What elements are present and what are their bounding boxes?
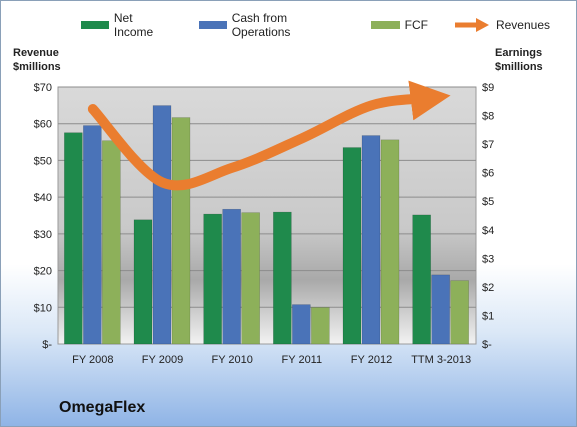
legend: Net Income Cash from Operations FCF Reve… bbox=[81, 11, 576, 39]
left-tick-label: $20 bbox=[34, 266, 52, 278]
right-tick-label: $9 bbox=[482, 82, 494, 94]
x-tick-label: FY 2011 bbox=[282, 354, 323, 366]
bar-net-income bbox=[203, 213, 222, 345]
right-tick-label: $6 bbox=[482, 168, 494, 180]
x-tick-label: FY 2009 bbox=[142, 354, 183, 366]
legend-label: Revenues bbox=[495, 18, 550, 32]
left-tick-label: $40 bbox=[34, 192, 52, 204]
legend-label: FCF bbox=[404, 18, 428, 32]
bar-fcf bbox=[311, 307, 330, 345]
company-name: OmegaFlex bbox=[59, 399, 146, 416]
legend-swatch-cash-from-operations bbox=[198, 21, 227, 29]
legend-arrow-icon bbox=[454, 18, 489, 32]
legend-item-revenues: Revenues bbox=[454, 18, 550, 32]
legend-item-net-income: Net Income bbox=[81, 11, 173, 39]
right-tick-label: $3 bbox=[482, 253, 494, 265]
x-tick-label: TTM 3-2013 bbox=[411, 354, 471, 366]
left-tick-label: $50 bbox=[34, 155, 52, 167]
bar-net-income bbox=[342, 147, 362, 345]
bar-cash-from-operations bbox=[222, 208, 241, 345]
right-axis-title-line1: Earnings bbox=[495, 47, 543, 59]
legend-label: Cash from Operations bbox=[231, 11, 291, 39]
bar-fcf bbox=[241, 212, 260, 345]
bar-net-income bbox=[133, 219, 153, 345]
bar-cash-from-operations bbox=[361, 135, 381, 345]
right-tick-label: $1 bbox=[482, 310, 494, 322]
left-axis-title-line1: Revenue bbox=[13, 47, 59, 59]
right-tick-label: $7 bbox=[482, 139, 494, 151]
left-tick-label: $30 bbox=[34, 229, 52, 241]
legend-swatch-fcf bbox=[370, 21, 400, 29]
bar-fcf bbox=[102, 140, 121, 345]
bar-fcf bbox=[450, 280, 469, 345]
bar-net-income bbox=[412, 214, 431, 345]
legend-swatch-net-income bbox=[81, 21, 109, 29]
right-tick-label: $4 bbox=[482, 225, 494, 237]
left-axis-title: Revenue $millions bbox=[13, 46, 61, 74]
right-axis-title: Earnings $millions bbox=[495, 46, 543, 74]
bar-cash-from-operations bbox=[152, 105, 172, 345]
legend-item-cash-from-operations: Cash from Operations bbox=[198, 11, 345, 39]
bar-net-income bbox=[273, 211, 292, 345]
legend-label: Net Income bbox=[113, 11, 154, 39]
left-tick-label: $60 bbox=[34, 119, 52, 131]
right-tick-label: $2 bbox=[482, 282, 494, 294]
right-axis-title-line2: $millions bbox=[495, 61, 543, 73]
bar-fcf bbox=[171, 117, 191, 345]
legend-item-fcf: FCF bbox=[370, 18, 428, 32]
plot-area bbox=[57, 86, 477, 345]
bar-fcf bbox=[380, 139, 400, 345]
x-tick-label: FY 2012 bbox=[351, 354, 392, 366]
left-axis-title-line2: $millions bbox=[13, 61, 61, 73]
x-tick-label: FY 2010 bbox=[211, 354, 252, 366]
bar-cash-from-operations bbox=[431, 274, 450, 345]
left-tick-label: $10 bbox=[34, 302, 52, 314]
bar-cash-from-operations bbox=[83, 125, 102, 345]
left-tick-label: $70 bbox=[34, 82, 52, 94]
bar-net-income bbox=[64, 132, 83, 345]
bar-cash-from-operations bbox=[292, 304, 311, 345]
left-tick-label: $- bbox=[42, 339, 52, 351]
right-tick-label: $- bbox=[482, 339, 492, 351]
x-tick-label: FY 2008 bbox=[72, 354, 113, 366]
right-tick-label: $5 bbox=[482, 196, 494, 208]
right-tick-label: $8 bbox=[482, 111, 494, 123]
